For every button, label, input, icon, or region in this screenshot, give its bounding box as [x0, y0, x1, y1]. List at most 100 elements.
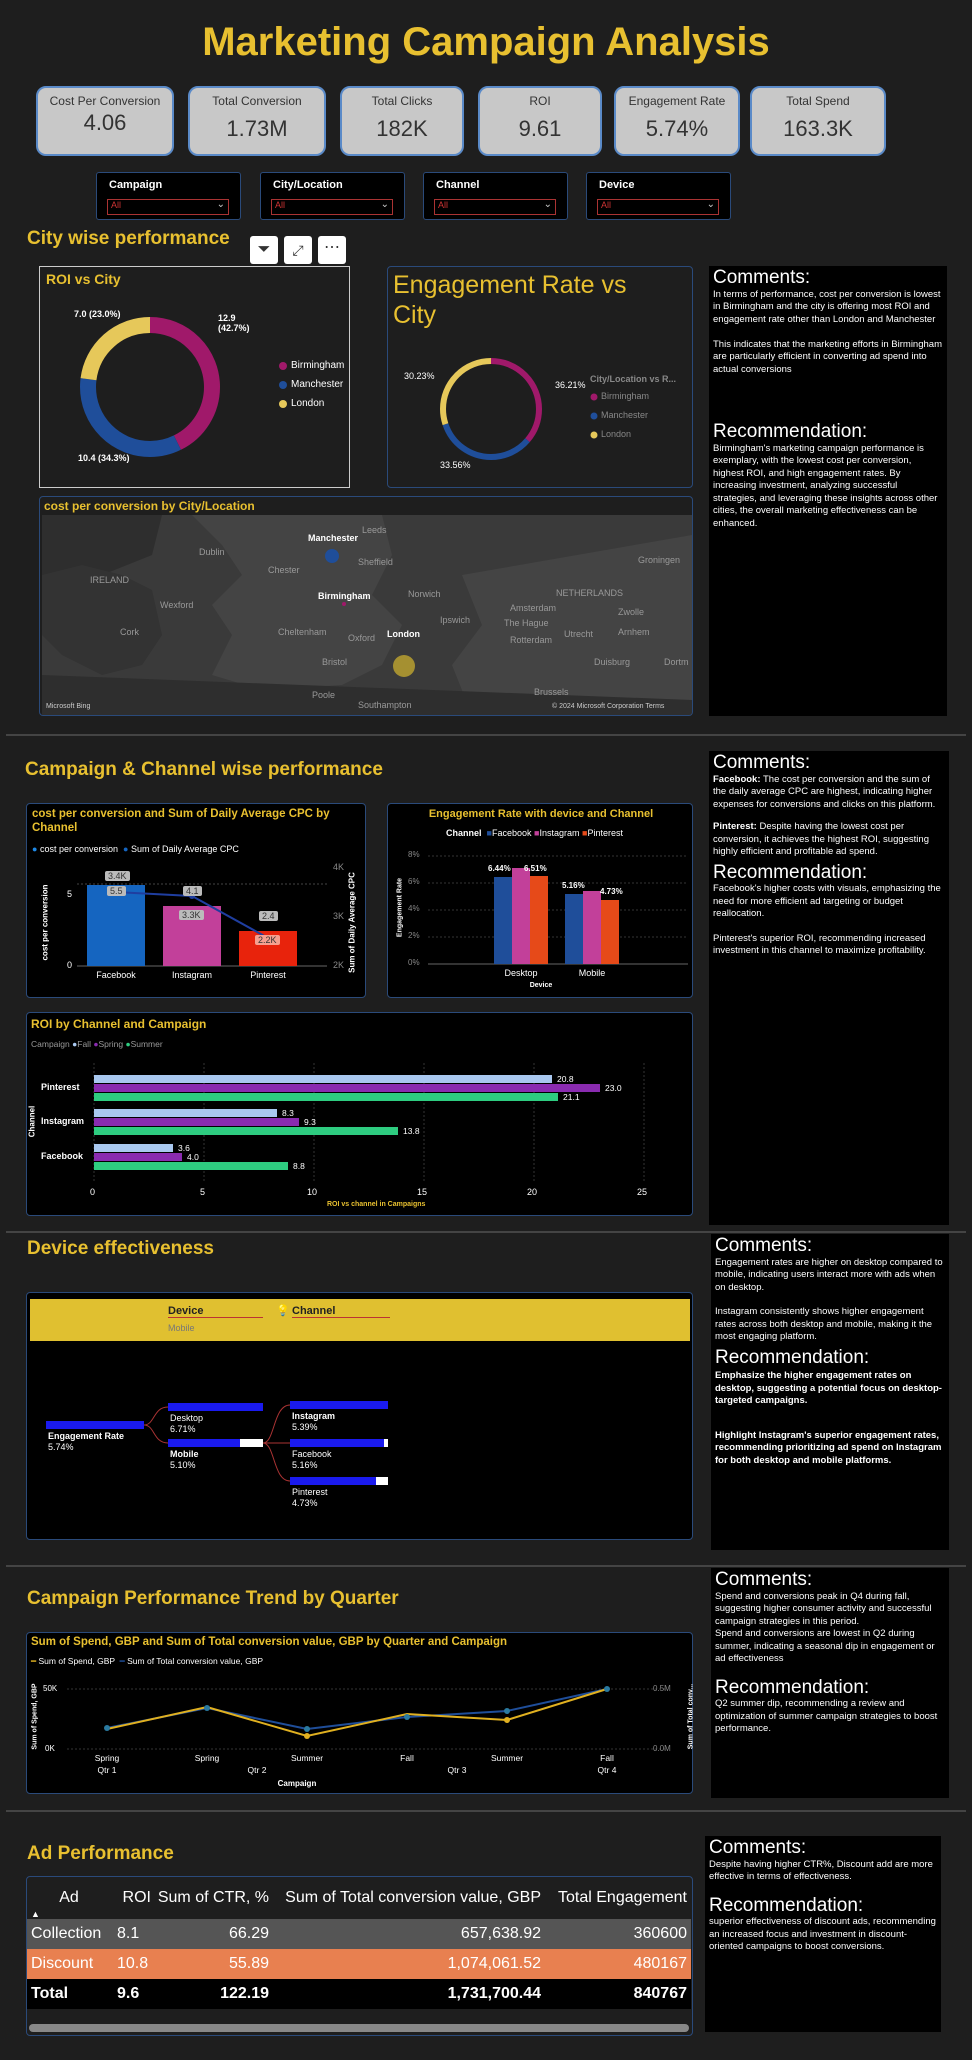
node-instagram[interactable]: Instagram 5.39%: [292, 1411, 336, 1432]
quarter-tick: Qtr 3: [447, 1765, 467, 1775]
node-facebook[interactable]: Facebook 5.16%: [292, 1449, 332, 1470]
tree-level-channel[interactable]: Channel: [292, 1305, 390, 1318]
x-tick: 5: [200, 1187, 206, 1197]
table-row[interactable]: Discount 10.8 55.89 1,074,061.52 480167: [27, 1949, 691, 1979]
y2-tick: 3K: [333, 911, 345, 921]
map-bubble-manchester[interactable]: [325, 549, 339, 563]
y-tick: 0K: [45, 1744, 55, 1753]
kpi-roi: ROI 9.61: [478, 86, 602, 156]
x-tick: 20: [527, 1187, 538, 1197]
roi-donut-slice-manchester: [80, 317, 220, 457]
campaign-dropdown[interactable]: All ⌄: [107, 199, 229, 215]
tree-level-device[interactable]: Device: [168, 1305, 263, 1318]
map-copyright[interactable]: © 2024 Microsoft Corporation Terms: [552, 703, 665, 710]
node-mobile[interactable]: Mobile 5.10%: [170, 1449, 199, 1470]
node-bar-instagram: [290, 1401, 388, 1409]
map-label: The Hague: [504, 618, 549, 628]
roi-vs-city-chart[interactable]: ROI vs City 12.9 (42.7%) 10.4 (34.3%) 7.…: [39, 266, 350, 488]
map-label: Amsterdam: [510, 603, 557, 613]
map-label: Utrecht: [564, 629, 594, 639]
eng-label-manchester: 33.56%: [440, 460, 471, 470]
slicer-campaign[interactable]: Campaign All ⌄: [96, 172, 241, 220]
x-tick: Fall: [600, 1753, 614, 1763]
legend-title: City/Location vs R...: [590, 374, 677, 384]
table-cell: 1,731,700.44: [447, 1985, 541, 2002]
table-row[interactable]: Collection 8.1 66.29 657,638.92 360600: [27, 1919, 691, 1949]
column-header[interactable]: Ad ▲: [31, 1889, 79, 1919]
eng-donut-slice-london: [440, 358, 542, 460]
filter-icon[interactable]: ⏷: [250, 236, 278, 264]
y-tick: 5: [67, 889, 73, 899]
legend-item-london: London: [291, 398, 325, 409]
recommendation-text: Highlight Instagram's superior engagemen…: [715, 1429, 942, 1466]
cpc-by-channel-chart[interactable]: cost per conversion and Sum of Daily Ave…: [26, 803, 366, 998]
trend-comments-panel: Comments: Spend and conversions peak in …: [711, 1568, 949, 1798]
column-header[interactable]: Sum of CTR, %: [157, 1889, 269, 1906]
x-axis-title: ROI vs channel in Campaigns: [327, 1201, 426, 1208]
y-tick: Pinterest: [41, 1082, 80, 1092]
chevron-down-icon: ⌄: [380, 199, 389, 210]
table-cell: 657,638.92: [460, 1925, 541, 1942]
column-header[interactable]: Total Engagement: [558, 1889, 687, 1906]
engagement-device-channel-chart[interactable]: Engagement Rate with device and Channel …: [387, 803, 693, 998]
bar-pinterest-summer: [94, 1093, 558, 1101]
node-engagement[interactable]: Engagement Rate 5.74%: [48, 1431, 125, 1452]
trend-line-chart[interactable]: Sum of Spend, GBP and Sum of Total conve…: [26, 1632, 695, 1794]
bar-mobile-instagram: [583, 891, 601, 964]
map-bubble-birmingham[interactable]: [342, 602, 346, 606]
x-tick: 15: [417, 1187, 428, 1197]
bar-facebook-summer: [94, 1162, 288, 1170]
trend-section-title: Campaign Performance Trend by Quarter: [27, 1588, 399, 1609]
bar-instagram-summer: [94, 1127, 398, 1135]
column-header[interactable]: ROI: [122, 1889, 151, 1906]
map-label: Rotterdam: [510, 635, 553, 645]
horizontal-scrollbar[interactable]: [29, 2024, 689, 2032]
legend: Channel ■Facebook ■Instagram ■Pinterest: [446, 828, 623, 838]
city-dropdown[interactable]: All ⌄: [271, 199, 393, 215]
node-pinterest[interactable]: Pinterest 4.73%: [292, 1487, 328, 1508]
recommendation-text: Facebook's higher costs with visuals, em…: [713, 883, 941, 919]
engagement-vs-city-chart[interactable]: Engagement Rate vs City 36.21% 33.56% 30…: [387, 266, 693, 488]
channel-dropdown[interactable]: All ⌄: [434, 199, 556, 215]
comments-text: Despite having higher CTR%, Discount add…: [709, 1858, 933, 1883]
recommendation-text: superior effectiveness of discount ads, …: [709, 1916, 936, 1952]
divider: [6, 734, 966, 736]
map-label: Sheffield: [358, 557, 393, 567]
map-label: Manchester: [308, 533, 359, 543]
sort-ascending-icon[interactable]: ▲: [31, 1909, 40, 1919]
map-label: Groningen: [638, 555, 681, 565]
decomposition-tree[interactable]: Device Mobile 💡 Channel Engagement Rate 5…: [26, 1292, 693, 1540]
device-dropdown[interactable]: All ⌄: [597, 199, 719, 215]
comments-text: In terms of performance, cost per conver…: [713, 288, 942, 375]
recommendation-text: Birmingham's marketing campaign performa…: [713, 442, 938, 529]
x-tick: Spring: [194, 1753, 220, 1763]
node-desktop[interactable]: Desktop 6.71%: [170, 1413, 204, 1434]
cpc-label: 4.1: [183, 886, 202, 896]
focus-mode-icon[interactable]: ⤢: [284, 236, 312, 264]
legend-item-manchester: Manchester: [601, 410, 649, 420]
ad-comments-panel: Comments: Despite having higher CTR%, Di…: [705, 1836, 941, 2032]
table-cell: Collection: [31, 1925, 102, 1942]
x-axis-title: Device: [529, 982, 553, 989]
column-header[interactable]: Sum of Total conversion value, GBP: [285, 1889, 541, 1906]
y2-axis-title: Sum of Daily Average CPC: [347, 872, 357, 973]
table-cell: 10.8: [117, 1955, 149, 1972]
slicer-channel[interactable]: Channel All ⌄: [423, 172, 568, 220]
roi-channel-campaign-chart[interactable]: ROI by Channel and Campaign Campaign ●Fa…: [26, 1012, 693, 1216]
more-options-icon[interactable]: ⋯: [318, 236, 346, 264]
map-canvas[interactable]: Manchester Leeds Dublin Sheffield Cheste…: [42, 515, 692, 715]
y-tick: 2%: [408, 931, 420, 940]
chart-title: ROI by Channel and Campaign: [31, 1017, 207, 1031]
slicer-device[interactable]: Device All ⌄: [586, 172, 731, 220]
ad-performance-table[interactable]: Ad ▲ ROI Sum of CTR, % Sum of Total conve…: [26, 1876, 693, 2036]
map-label: Duisburg: [594, 657, 631, 667]
quarter-tick: Qtr 1: [97, 1765, 117, 1775]
avg-cpc-label: 2.2K: [255, 935, 280, 945]
map-label: Dublin: [199, 547, 225, 557]
cost-per-conversion-map[interactable]: cost per conversion by City/Location Man…: [39, 496, 693, 716]
y-tick: Instagram: [41, 1116, 85, 1126]
bar-pinterest-spring: [94, 1084, 600, 1092]
table-cell: 1,074,061.52: [447, 1955, 541, 1972]
slicer-city[interactable]: City/Location All ⌄: [260, 172, 405, 220]
map-bubble-london[interactable]: [393, 655, 415, 677]
